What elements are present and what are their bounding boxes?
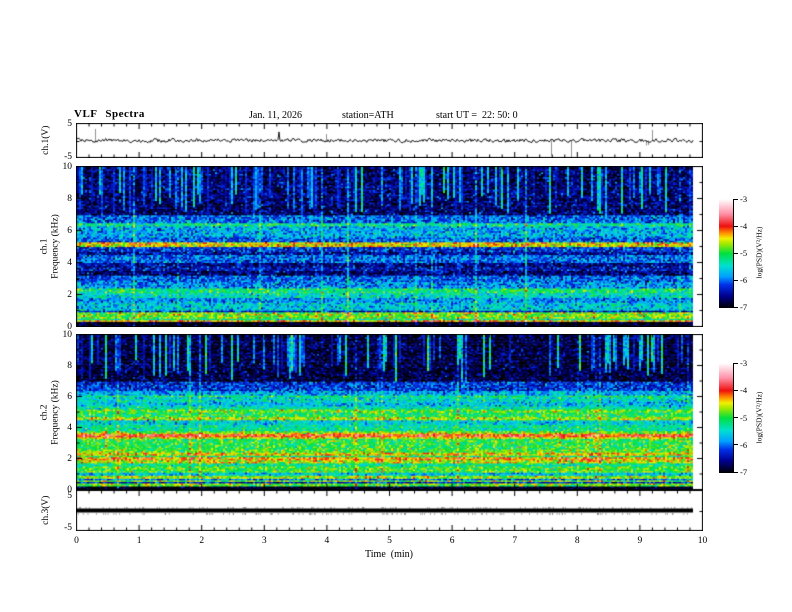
colorbar-tick (734, 363, 738, 364)
ch2-colorbar (719, 363, 734, 473)
colorbar-tick (734, 472, 738, 473)
colorbar-tick-label: -6 (740, 275, 748, 285)
x-tick-label: 3 (261, 536, 267, 546)
ch2-spec-y-axis-label: ch.2 Frequency (kHz) (40, 368, 61, 458)
colorbar-tick (734, 390, 738, 391)
colorbar-tick (734, 417, 738, 418)
ch2-colorbar-label: log(PSD)(V²/Hz) (754, 391, 764, 444)
ch2-spec-frequency-label: Frequency (kHz) (50, 380, 60, 445)
header-date: Jan. 11, 2026 (249, 110, 302, 121)
colorbar-tick (734, 226, 738, 227)
colorbar-tick-label: -5 (740, 412, 748, 423)
ch1-spec-channel-label: ch.1 (39, 238, 50, 255)
ch2-spec-y-tick-label: 4 (67, 422, 72, 433)
ch3-waveform-panel (76, 490, 703, 531)
colorbar-tick (734, 199, 738, 200)
x-tick-label: 5 (387, 536, 392, 546)
ch1-spec-y-tick-label: 10 (62, 161, 73, 172)
ch1-spectrogram-panel (76, 166, 703, 327)
ch2-spec-y-tick-label: 2 (67, 453, 72, 464)
ch2-spec-y-tick-label: 10 (62, 329, 73, 340)
x-tick-label: 4 (324, 536, 330, 546)
x-tick-label: 7 (512, 536, 518, 546)
ch3-y-tick-label: -5 (64, 523, 72, 533)
colorbar-tick (734, 307, 738, 308)
colorbar-tick-label: -3 (740, 358, 748, 368)
colorbar-tick-label: -7 (740, 467, 748, 477)
ch2-spec-y-tick-label: 8 (67, 360, 72, 371)
colorbar-tick-label: -4 (740, 221, 748, 231)
ch1-wave-y-tick-label: -5 (64, 152, 72, 162)
ch2-spectrogram-panel (76, 334, 703, 490)
colorbar-tick-label: -3 (740, 194, 748, 204)
header-station: station=ATH (342, 110, 394, 121)
x-axis-label: Time (min) (365, 549, 413, 560)
ch3-wave-y-axis-label: ch.3(V) (40, 495, 51, 525)
colorbar-tick (734, 444, 738, 445)
ch1-colorbar (719, 199, 734, 308)
ch2-spec-y-tick-label: 0 (67, 484, 72, 495)
ch2-spec-channel-label: ch.2 (39, 404, 50, 421)
x-tick-label: 2 (199, 536, 205, 546)
ch1-spec-y-tick-label: 4 (67, 257, 72, 268)
ch1-waveform-panel (76, 123, 703, 158)
colorbar-tick-label: -4 (740, 385, 748, 396)
x-tick-label: 10 (697, 536, 708, 546)
ch2-spec-y-tick-label: 6 (67, 391, 72, 402)
ch1-spec-y-tick-label: 0 (67, 321, 72, 332)
colorbar-tick-label: -5 (740, 248, 748, 258)
header-start-ut: start UT = 22: 50: 0 (436, 110, 518, 121)
ch1-spec-y-axis-label: ch.1 Frequency (kHz) (40, 202, 61, 292)
ch1-wave-y-tick-label: 5 (67, 119, 72, 129)
x-tick-label: 9 (637, 536, 643, 546)
page-title: VLF Spectra (74, 108, 145, 120)
colorbar-tick (734, 280, 738, 281)
colorbar-tick-label: -6 (740, 439, 748, 450)
ch1-spec-frequency-label: Frequency (kHz) (50, 214, 60, 279)
ch1-colorbar-label: log(PSD)(V²/Hz) (754, 226, 764, 279)
x-tick-label: 0 (74, 536, 79, 546)
ch1-spec-y-tick-label: 2 (67, 289, 72, 300)
ch1-spec-y-tick-label: 6 (67, 225, 72, 236)
ch1-spec-y-tick-label: 8 (67, 193, 72, 204)
ch1-wave-y-axis-label: ch.1(V) (40, 125, 51, 155)
ch3-y-tick-label: 5 (67, 491, 72, 501)
x-tick-label: 1 (136, 536, 142, 546)
colorbar-tick (734, 253, 738, 254)
colorbar-tick-label: -7 (740, 302, 748, 312)
x-tick-label: 8 (574, 536, 580, 546)
x-tick-label: 6 (449, 536, 455, 546)
